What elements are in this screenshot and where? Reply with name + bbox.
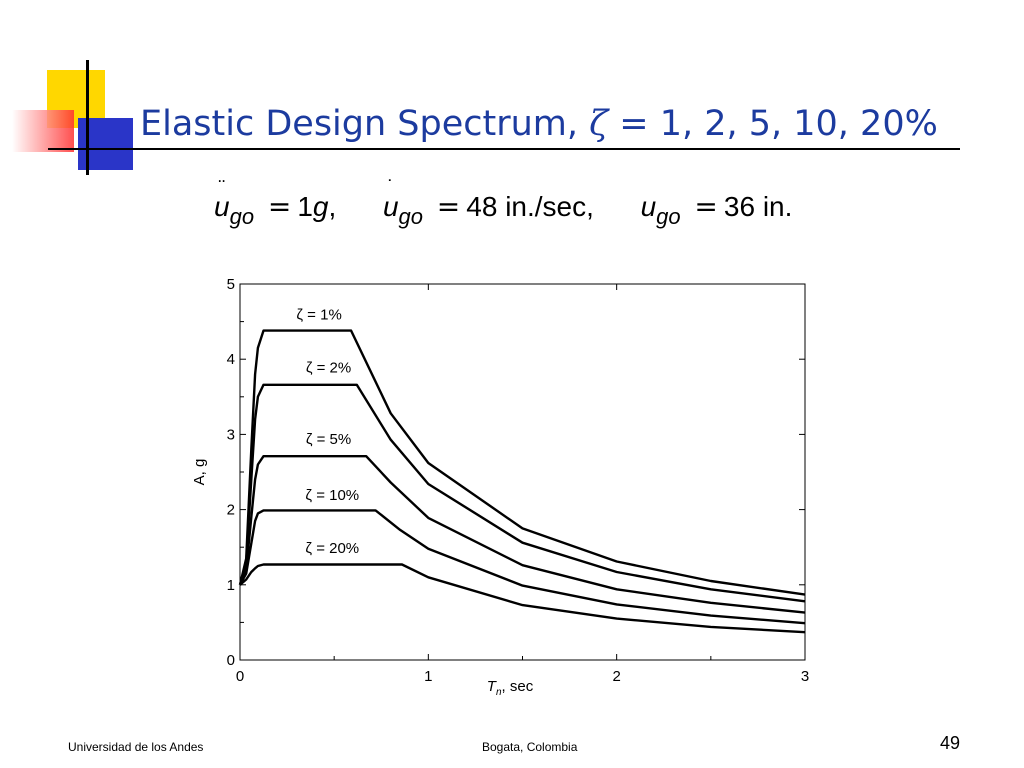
formula-accel-value: 1 bbox=[297, 191, 313, 222]
formula-accel-dots: ¨ bbox=[218, 177, 226, 199]
decor-red-block bbox=[12, 110, 74, 152]
x-tick-label: 1 bbox=[424, 668, 432, 685]
curve-label-2: ζ = 2% bbox=[306, 360, 351, 377]
y-tick-label: 0 bbox=[227, 652, 235, 669]
y-tick-label: 4 bbox=[227, 351, 235, 368]
series-line-1 bbox=[238, 329, 806, 596]
y-axis-label: A, g bbox=[191, 459, 208, 486]
x-tick-label: 2 bbox=[612, 668, 620, 685]
curve-label-3: ζ = 5% bbox=[306, 431, 351, 448]
formula-accel-unit: g bbox=[312, 191, 329, 222]
title-suffix: = 1, 2, 5, 10, 20% bbox=[608, 104, 938, 144]
formula-comma-1: , bbox=[328, 191, 337, 222]
formula-vel-var: ˙ u bbox=[382, 177, 399, 222]
y-tick-label: 5 bbox=[227, 276, 235, 293]
formula-vel-unit: in./sec, bbox=[505, 191, 594, 222]
formula-equals-3: = bbox=[694, 190, 718, 223]
title-zeta-symbol: ζ bbox=[589, 104, 609, 144]
slide-title: Elastic Design Spectrum, ζ = 1, 2, 5, 10… bbox=[140, 104, 938, 144]
formula-disp-var: u bbox=[640, 191, 657, 222]
x-tick-label: 0 bbox=[236, 668, 244, 685]
title-prefix: Elastic Design Spectrum, bbox=[140, 104, 590, 144]
page-number: 49 bbox=[940, 733, 961, 753]
x-axis-label-var: T bbox=[487, 678, 498, 695]
axis-ticks: 0 1 2 3 0 1 2 3 4 5 bbox=[227, 276, 810, 685]
y-tick-label: 1 bbox=[227, 577, 235, 594]
formula-equals-1: = bbox=[267, 190, 292, 223]
decor-vertical-line bbox=[86, 60, 89, 175]
y-tick-label: 2 bbox=[227, 502, 235, 519]
x-axis-label-sub: n bbox=[496, 687, 502, 698]
formula-disp-unit: in. bbox=[762, 191, 793, 222]
ground-motion-formula: ¨ ugo = 1g, ˙ ugo = 48 in./sec, ugo = 36 in. bbox=[214, 177, 793, 230]
x-tick-label: 3 bbox=[801, 668, 809, 685]
x-axis-label: Tn, sec bbox=[487, 678, 534, 698]
formula-disp-value: 36 bbox=[723, 191, 756, 222]
formula-vel-dot: ˙ bbox=[387, 177, 395, 199]
curve-label-1: ζ = 1% bbox=[296, 306, 341, 323]
formula-accel-sub: go bbox=[229, 204, 255, 229]
formula-disp-sub: go bbox=[656, 204, 681, 229]
curve-label-5: ζ = 20% bbox=[305, 540, 359, 557]
curve-labels: ζ = 1% ζ = 2% ζ = 5% ζ = 10% ζ = 20% bbox=[296, 306, 359, 557]
title-underline bbox=[48, 148, 960, 150]
series-line-4 bbox=[238, 509, 806, 625]
formula-vel-value: 48 bbox=[466, 191, 498, 222]
series-group bbox=[238, 329, 806, 634]
footer-institution: Universidad de los Andes bbox=[68, 740, 204, 754]
footer-location: Bogata, Colombia bbox=[482, 740, 578, 754]
curve-label-4: ζ = 10% bbox=[305, 487, 359, 504]
series-line-2 bbox=[238, 383, 806, 603]
formula-accel-var: ¨ u bbox=[214, 177, 230, 222]
formula-vel-sub: go bbox=[398, 204, 423, 229]
formula-equals-2: = bbox=[436, 190, 461, 223]
series-line-3 bbox=[238, 455, 806, 614]
y-tick-label: 3 bbox=[227, 426, 235, 443]
series-line-5 bbox=[239, 563, 806, 634]
x-axis-label-rest: , sec bbox=[502, 678, 534, 695]
